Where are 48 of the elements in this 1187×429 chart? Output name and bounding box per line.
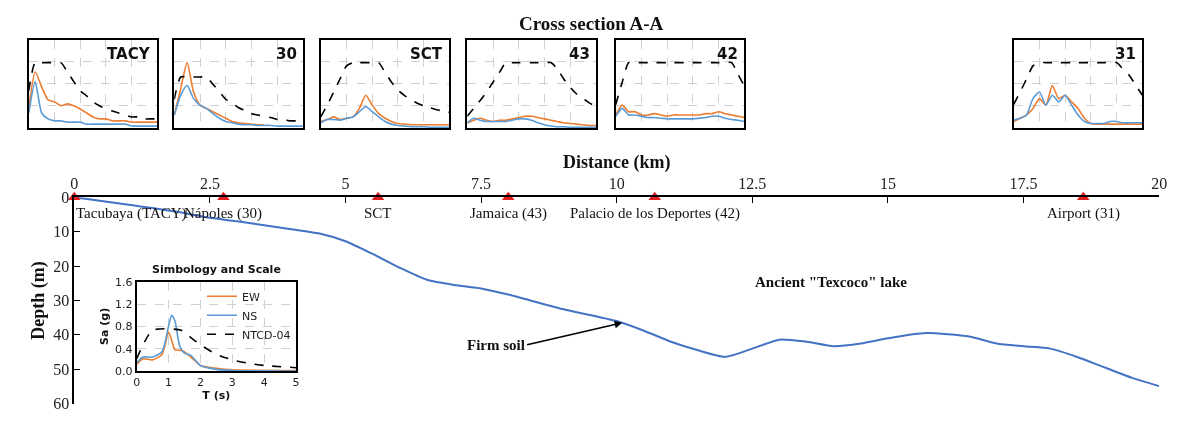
legend-label: NS <box>242 309 258 323</box>
x-tick-label: 2.5 <box>199 175 220 193</box>
text: Cross section A-A <box>519 13 664 34</box>
x-tick-label: 3 <box>228 376 236 390</box>
x-tick-label: 1 <box>165 376 173 390</box>
x-axis-title: T (s) <box>202 389 231 403</box>
x-tick-label: 5 <box>292 376 300 390</box>
y-tick-label: 50 <box>53 360 70 378</box>
x-tick-label: 5 <box>341 175 350 193</box>
annotation: Jamaica (43) <box>470 205 548 222</box>
chart-title: 31 <box>1115 45 1136 63</box>
chart-title: SCT <box>410 45 443 63</box>
y-axis-title: Sa (g) <box>98 307 112 345</box>
legend-label: EW <box>242 290 260 304</box>
annotation: Firm soil <box>467 337 525 353</box>
x-tick-label: 15 <box>879 175 896 193</box>
x-tick-label: 4 <box>260 376 268 390</box>
chart-title: 42 <box>717 45 738 63</box>
y-tick-label: 1.2 <box>114 297 133 311</box>
annotation: Tacubaya (TACY) <box>76 205 187 222</box>
x-tick-label: 17.5 <box>1009 175 1038 193</box>
chart-title: Simbology and Scale <box>152 263 281 276</box>
annotation: Ancient "Texcoco" lake <box>755 274 908 290</box>
legend-label: NTCD-04 <box>242 328 291 342</box>
chart-title: 30 <box>276 45 297 63</box>
y-tick-label: 0 <box>61 188 70 206</box>
y-tick-label: 60 <box>53 395 70 413</box>
annotation: Palacio de los Deportes (42) <box>570 205 740 222</box>
y-axis-title: Depth (m) <box>28 261 50 340</box>
y-tick-label: 40 <box>53 326 70 344</box>
y-tick-label: 0.0 <box>114 364 133 378</box>
y-tick-label: 20 <box>53 257 70 275</box>
chart-title: 43 <box>569 45 590 63</box>
y-tick-label: 0.8 <box>114 320 133 334</box>
y-tick-label: 30 <box>53 292 70 310</box>
annotation: Airport (31) <box>1047 205 1120 222</box>
line-series <box>136 314 297 372</box>
y-tick-label: 1.6 <box>114 275 133 289</box>
x-tick-label: 2 <box>196 376 204 390</box>
x-tick-label: 10 <box>608 175 625 193</box>
annotation: SCT <box>364 205 392 221</box>
chart-title: TACY <box>107 45 151 63</box>
x-axis-title: Distance (km) <box>563 151 671 173</box>
x-tick-label: 12.5 <box>738 175 767 193</box>
y-tick-label: 0.4 <box>114 342 133 356</box>
x-tick-label: 20 <box>1151 175 1168 193</box>
x-tick-label: 7.5 <box>471 175 492 193</box>
y-tick-label: 10 <box>53 223 70 241</box>
